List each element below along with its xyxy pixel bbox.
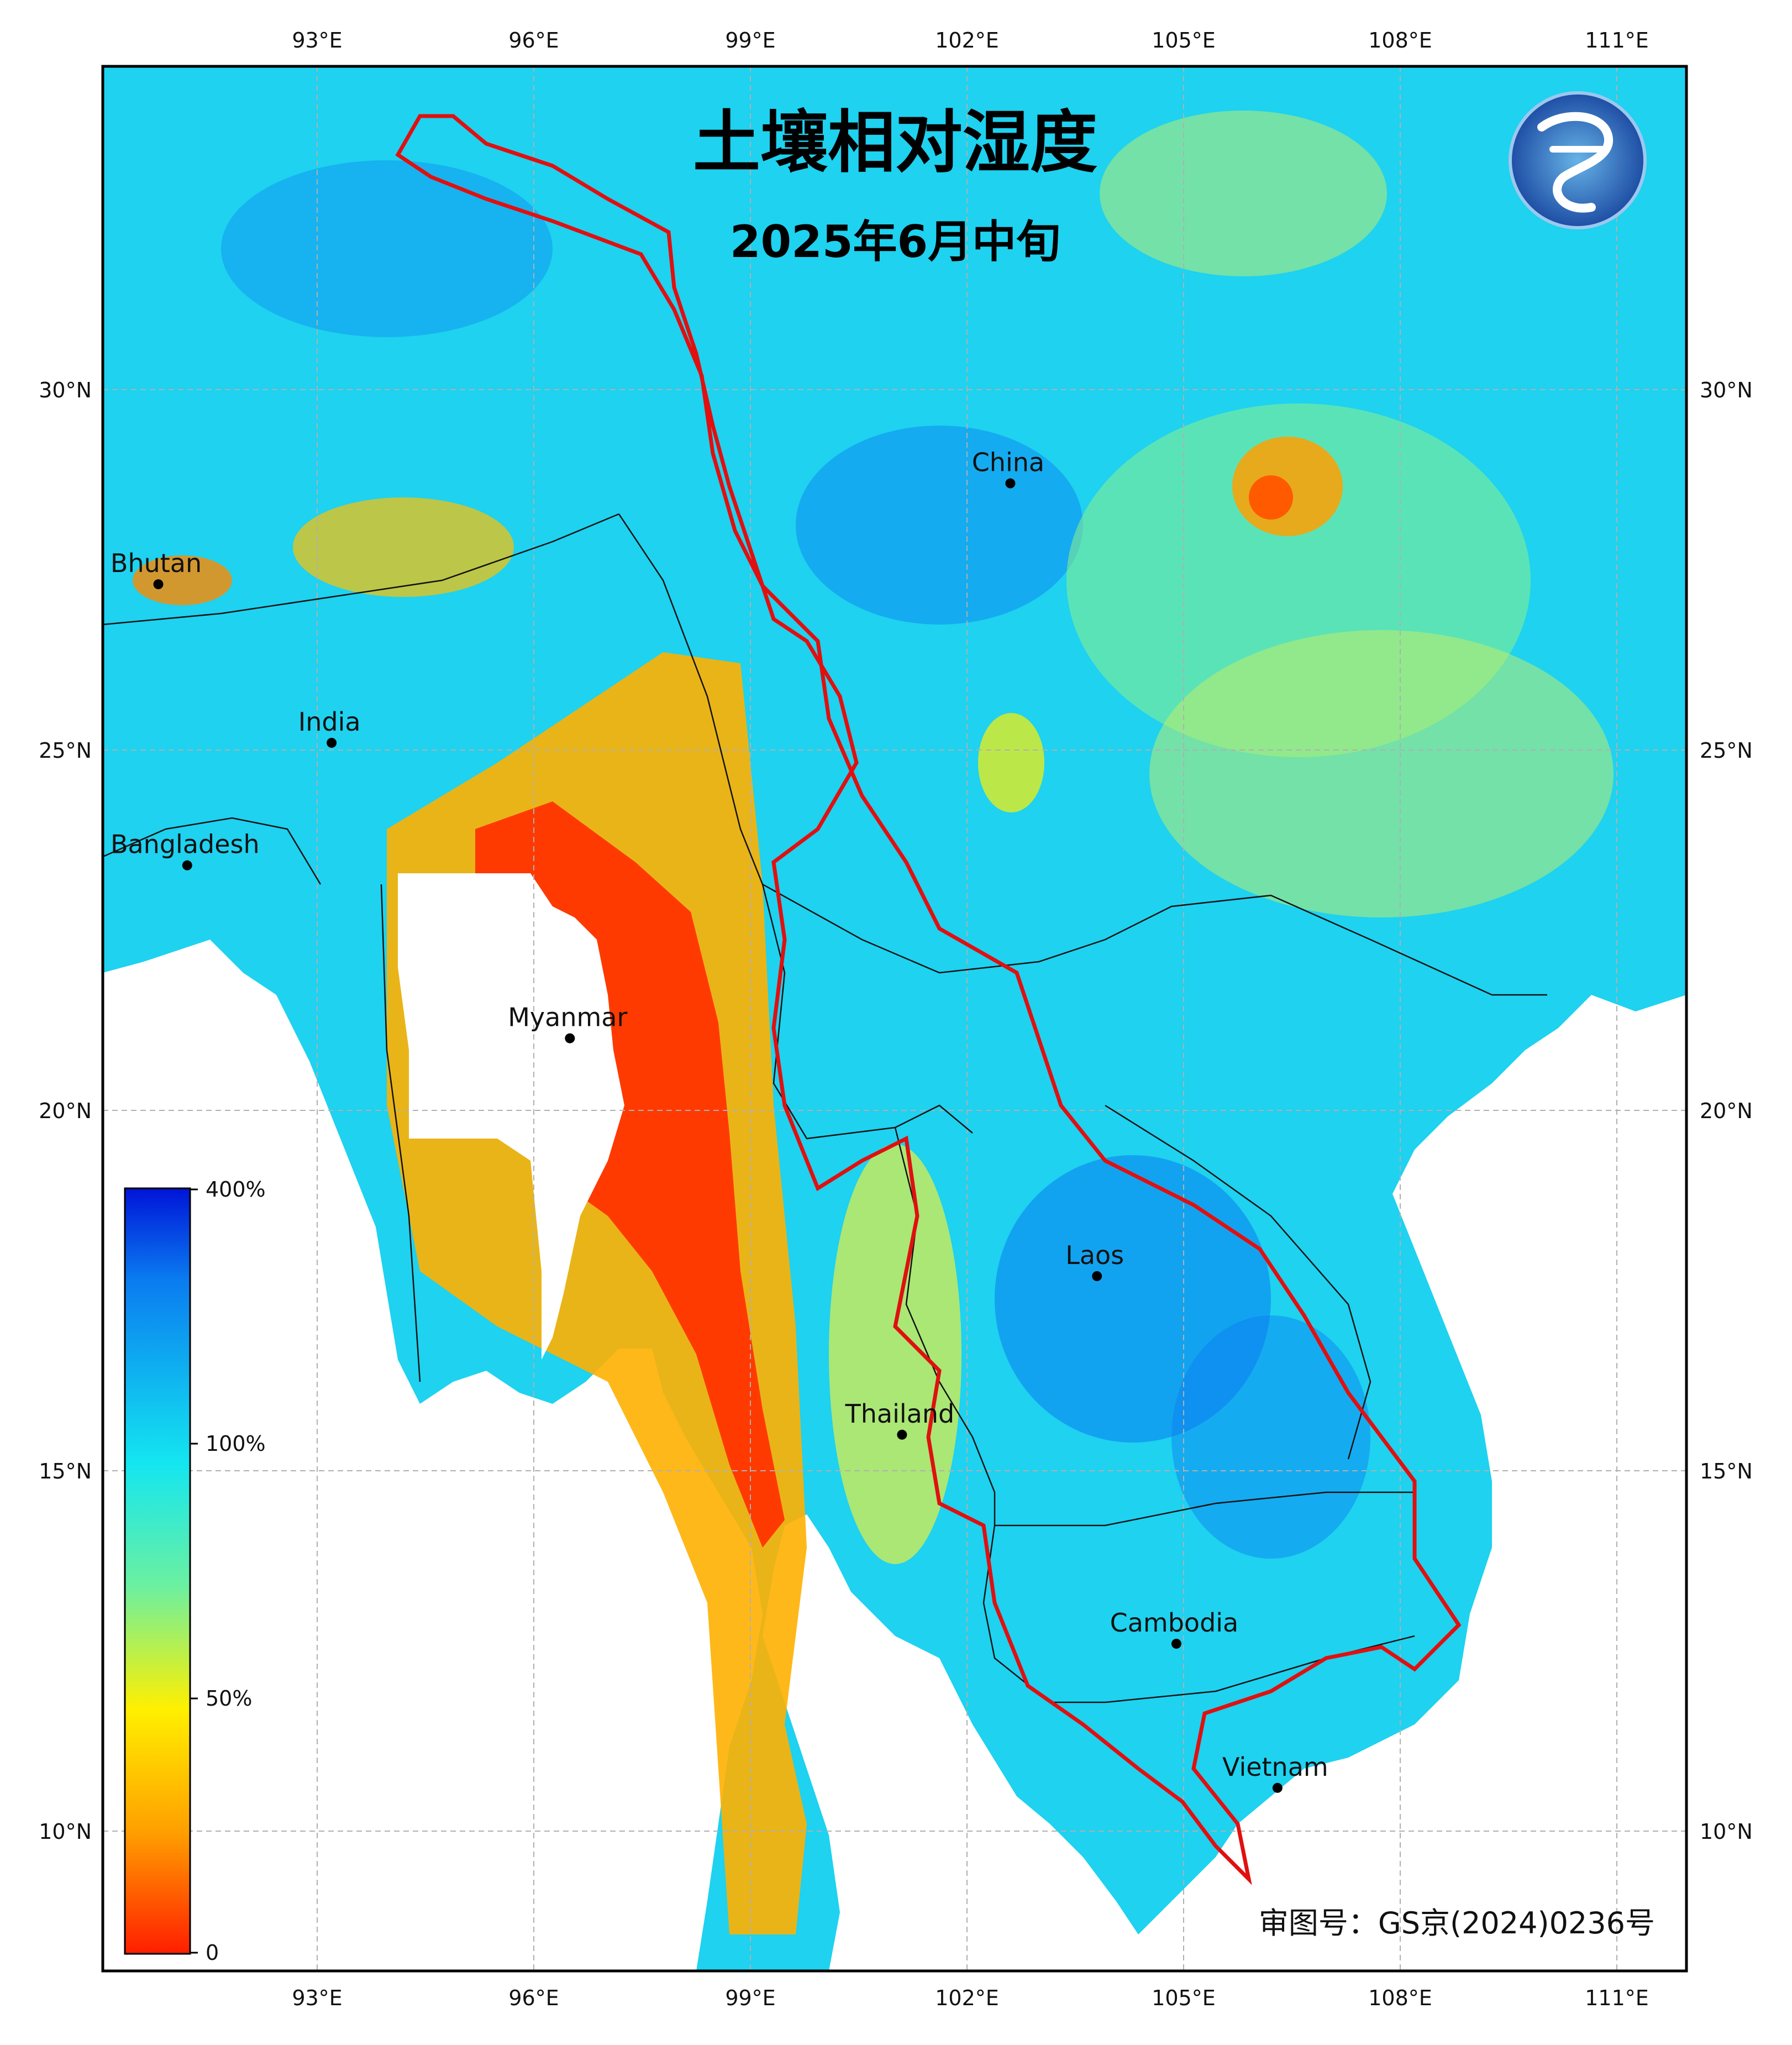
tick-lat-right: 30°N: [1700, 378, 1753, 402]
place-label-china: China: [972, 448, 1044, 478]
tick-lon-top: 102°E: [935, 28, 999, 53]
tick-lon-top: 99°E: [725, 28, 775, 53]
place-label-myanmar: Myanmar: [508, 1003, 627, 1032]
tick-lat-left: 25°N: [39, 738, 92, 763]
tick-lon-bottom: 111°E: [1585, 1986, 1649, 2010]
tick-lat-left: 15°N: [39, 1459, 92, 1483]
no-data-area: [398, 873, 624, 1360]
tick-lon-bottom: 93°E: [292, 1986, 342, 2010]
agency-logo-icon: [1509, 91, 1647, 229]
tick-lon-top: 96°E: [508, 28, 559, 53]
tick-lat-right: 10°N: [1700, 1819, 1753, 1844]
colorbar-label: 400%: [206, 1177, 266, 1202]
map-field: [103, 66, 1686, 1971]
tick-lon-top: 93°E: [292, 28, 342, 53]
tick-lon-top: 108°E: [1368, 28, 1432, 53]
longitude-ticks-top: 93°E 96°E 99°E 102°E 105°E 108°E 111°E: [292, 28, 1648, 53]
place-label-cambodia: Cambodia: [1110, 1608, 1239, 1638]
tick-lat-left: 30°N: [39, 378, 92, 402]
place-label-bangladesh: Bangladesh: [111, 830, 260, 859]
tick-lon-bottom: 102°E: [935, 1986, 999, 2010]
place-dot-myanmar: [565, 1033, 575, 1044]
colorbar: 400% 100% 50% 0: [124, 1177, 266, 1965]
latitude-ticks-left: 30°N 25°N 20°N 15°N 10°N: [39, 378, 92, 1844]
approval-number: 审图号：GS京(2024)0236号: [1259, 1906, 1655, 1941]
place-dot-cambodia: [1171, 1638, 1181, 1649]
place-label-laos: Laos: [1065, 1240, 1124, 1270]
tick-lat-right: 15°N: [1700, 1459, 1753, 1483]
map-frame: [101, 65, 1688, 1973]
tick-lon-bottom: 96°E: [508, 1986, 559, 2010]
tick-lat-left: 10°N: [39, 1819, 92, 1844]
colorbar-label: 50%: [206, 1686, 252, 1711]
place-dot-india: [327, 737, 337, 748]
place-dot-bangladesh: [182, 860, 192, 871]
basin-boundary: [395, 114, 1462, 1885]
colorbar-label: 100%: [206, 1432, 266, 1456]
place-markers: Bhutan India Bangladesh Myanmar China Laos Tha…: [111, 448, 1328, 1793]
tick-lon-bottom: 99°E: [725, 1986, 775, 2010]
place-dot-bhutan: [153, 579, 164, 590]
tick-lon-top: 111°E: [1585, 28, 1649, 53]
place-dot-vietnam: [1272, 1782, 1283, 1793]
longitude-ticks-bottom: 93°E 96°E 99°E 102°E 105°E 108°E 111°E: [292, 1986, 1648, 2010]
gridlines: [103, 66, 1686, 1971]
colorbar-label: 0: [206, 1941, 219, 1965]
tick-lat-right: 20°N: [1700, 1099, 1753, 1123]
place-label-vietnam: Vietnam: [1222, 1752, 1328, 1782]
tick-lon-bottom: 108°E: [1368, 1986, 1432, 2010]
place-label-bhutan: Bhutan: [111, 548, 202, 578]
place-label-thailand: Thailand: [845, 1399, 955, 1429]
map-subtitle: 2025年6月中旬: [730, 216, 1060, 268]
tick-lon-top: 105°E: [1152, 28, 1216, 53]
place-dot-laos: [1092, 1271, 1102, 1281]
tick-lon-bottom: 105°E: [1152, 1986, 1216, 2010]
tick-lat-right: 25°N: [1700, 738, 1753, 763]
latitude-ticks-right: 30°N 25°N 20°N 15°N 10°N: [1700, 378, 1753, 1844]
map-title: 土壤相对湿度: [693, 103, 1097, 182]
place-dot-thailand: [897, 1429, 907, 1440]
place-label-india: India: [298, 707, 361, 737]
colorbar-ramp: [124, 1187, 191, 1955]
tick-lat-left: 20°N: [39, 1099, 92, 1123]
place-dot-china: [1005, 478, 1016, 489]
